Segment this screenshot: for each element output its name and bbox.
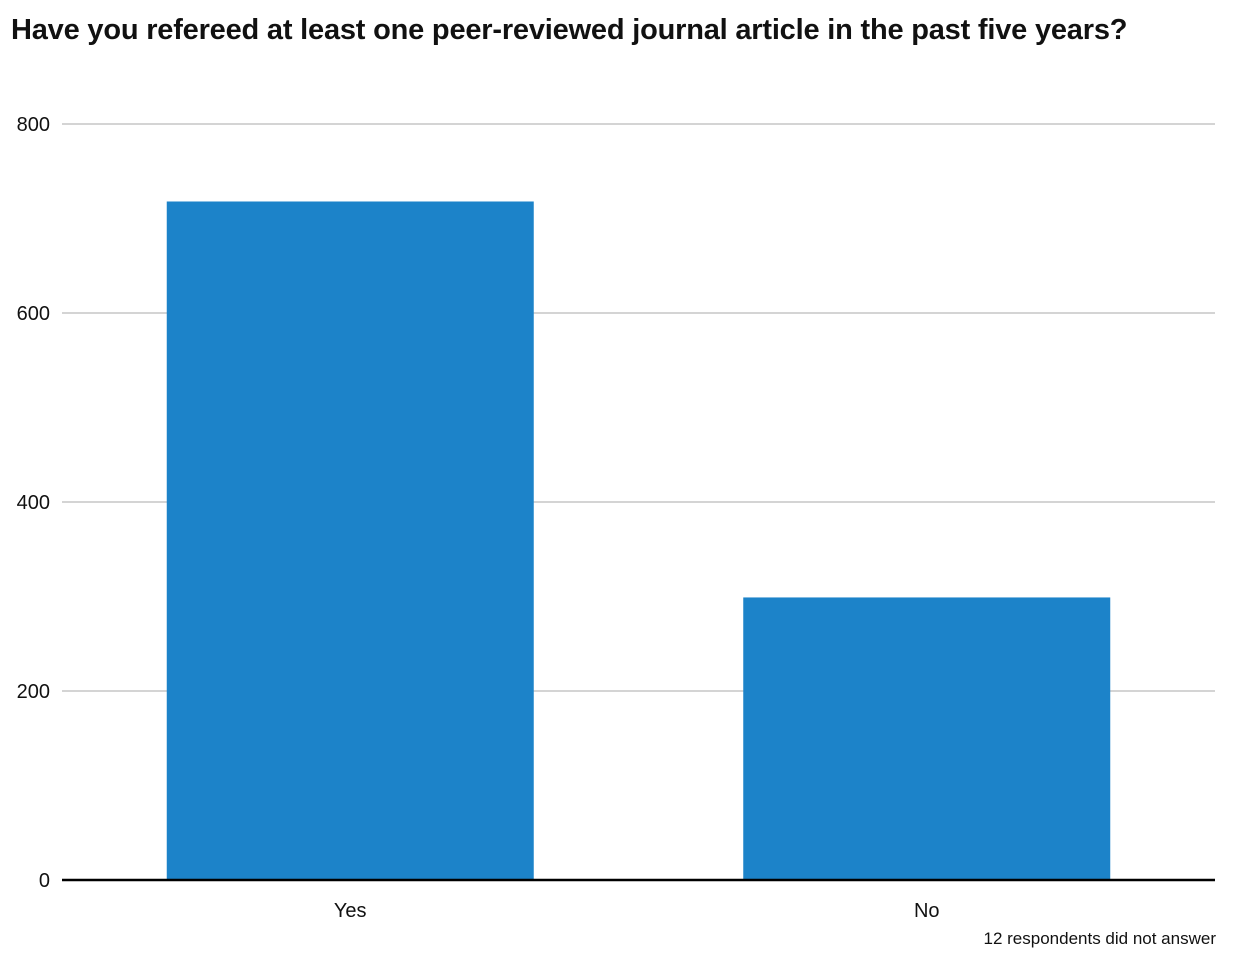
y-tick-label: 600 — [17, 303, 50, 325]
x-tick-label-yes: Yes — [334, 900, 367, 922]
y-tick-label: 0 — [39, 870, 50, 892]
bar-no — [743, 597, 1111, 880]
y-tick-label: 800 — [17, 114, 50, 136]
y-tick-label: 200 — [17, 681, 50, 703]
chart-title: Have you refereed at least one peer-revi… — [11, 14, 1128, 46]
y-axis-tick-labels: 0 200 400 600 800 — [17, 114, 50, 892]
bar-yes — [166, 201, 534, 881]
x-tick-label-no: No — [914, 900, 940, 922]
x-axis-tick-labels: Yes No — [334, 900, 940, 922]
bars — [166, 201, 1111, 881]
footnote: 12 respondents did not answer — [983, 929, 1217, 948]
y-tick-label: 400 — [17, 492, 50, 514]
